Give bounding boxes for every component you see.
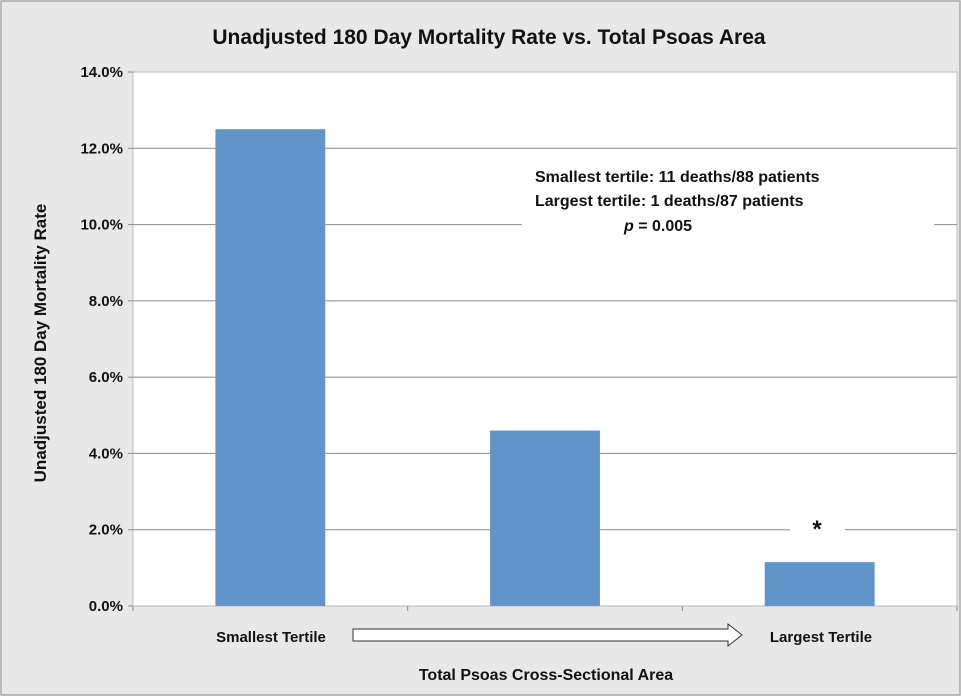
bar: [764, 562, 875, 606]
y-tick-label: 10.0%: [80, 217, 123, 234]
chart-title: Unadjusted 180 Day Mortality Rate vs. To…: [212, 26, 766, 49]
size-arrow: [352, 622, 743, 648]
y-tick-label: 0.0%: [89, 598, 123, 615]
annotation-line-2: Largest tertile: 1 deaths/87 patients: [535, 193, 804, 210]
y-tick-label: 6.0%: [89, 369, 123, 386]
x-axis-label: Total Psoas Cross-Sectional Area: [419, 667, 673, 684]
annotation-p-value: p = 0.005: [623, 218, 692, 235]
significance-marker: *: [812, 516, 822, 543]
bar: [215, 129, 326, 606]
annotation-box: [522, 158, 934, 248]
bars: [215, 129, 875, 606]
y-axis-label: Unadjusted 180 Day Mortality Rate: [31, 204, 50, 483]
x-tick-label-smallest: Smallest Tertile: [216, 629, 326, 646]
annotation-line-1: Smallest tertile: 11 deaths/88 patients: [535, 169, 820, 186]
y-tick-label: 2.0%: [89, 522, 123, 539]
y-tick-labels: 0.0% 2.0% 4.0% 6.0% 8.0% 10.0% 12.0% 14.0%: [80, 64, 123, 615]
y-tick-label: 4.0%: [89, 445, 123, 462]
p-label: p: [623, 218, 634, 235]
significance-marker-bg: [790, 512, 845, 538]
y-tick-label: 14.0%: [80, 64, 123, 81]
x-tick-marks: [132, 606, 958, 611]
y-tick-label: 12.0%: [80, 140, 123, 157]
x-tick-label-largest: Largest Tertile: [770, 629, 872, 646]
p-value-text: = 0.005: [634, 218, 692, 235]
bar: [490, 430, 600, 606]
y-tick-label: 8.0%: [89, 293, 123, 310]
